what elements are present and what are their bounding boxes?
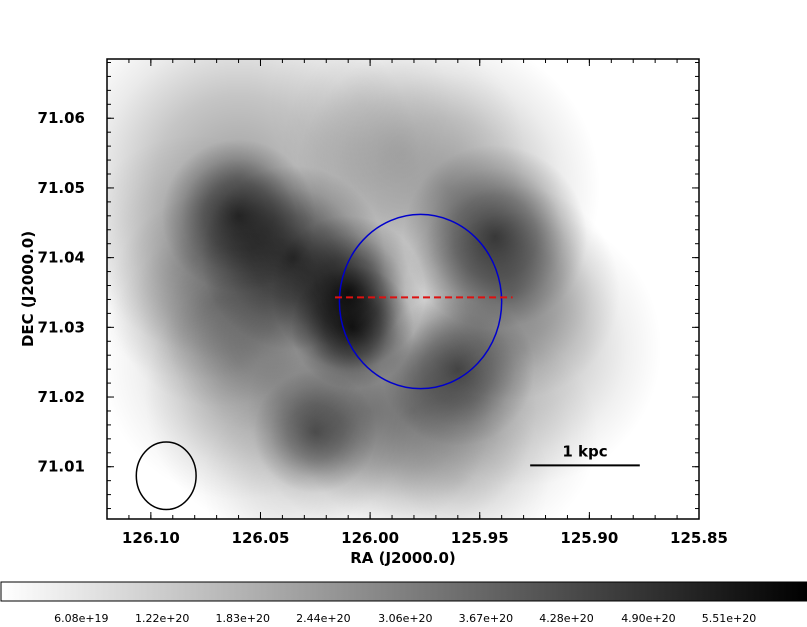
- emission-blob: [201, 392, 386, 519]
- beam-ellipse: [135, 441, 197, 511]
- emission-blob: [164, 220, 379, 435]
- y-tick-label: 71.04: [38, 249, 85, 267]
- plot-frame: [106, 58, 700, 520]
- y-tick-label: 71.06: [38, 109, 85, 127]
- colorbar-tick-label: 1.83e+20: [216, 612, 270, 625]
- emission-blob: [365, 388, 550, 519]
- colorbar-tick-label: 3.06e+20: [378, 612, 432, 625]
- colorbar-tick-label: 4.28e+20: [539, 612, 593, 625]
- colorbar-tick-label: 2.44e+20: [296, 612, 350, 625]
- colorbar-tick-label: 3.67e+20: [459, 612, 513, 625]
- x-tick-label: 125.85: [670, 529, 728, 547]
- x-tick-label: 126.00: [341, 529, 399, 547]
- x-tick-label: 125.95: [451, 529, 509, 547]
- y-tick-label: 71.01: [38, 458, 85, 476]
- colorbar: [0, 581, 807, 602]
- axis-ticks: [107, 59, 700, 519]
- aperture-circle: [338, 213, 503, 390]
- y-axis-title: DEC (J2000.0): [19, 231, 37, 347]
- x-tick-label: 125.90: [560, 529, 618, 547]
- y-tick-label: 71.02: [38, 388, 85, 406]
- colorbar-tick-label: 5.51e+20: [702, 612, 756, 625]
- scale-bar-label: 1 kpc: [562, 442, 607, 460]
- x-tick-label: 126.10: [122, 529, 180, 547]
- axis-tick-labels: 126.10 126.05 126.00 125.95 125.90 125.85 71.0…: [38, 109, 728, 547]
- x-tick-label: 126.05: [232, 529, 290, 547]
- x-axis-title: RA (J2000.0): [350, 549, 456, 567]
- colorbar-tick-labels: 6.08e+19 1.22e+20 1.83e+20 2.44e+20 3.06e+20…: [54, 612, 756, 625]
- y-tick-label: 71.05: [38, 179, 85, 197]
- emission-blob: [267, 59, 452, 197]
- y-tick-label: 71.03: [38, 318, 85, 336]
- colorbar-tick-label: 6.08e+19: [54, 612, 108, 625]
- colorbar-tick-label: 4.90e+20: [621, 612, 675, 625]
- colorbar-tick-label: 1.22e+20: [135, 612, 189, 625]
- heatmap-image: [107, 59, 662, 519]
- overlay-layer: 1 kpc: [135, 213, 640, 511]
